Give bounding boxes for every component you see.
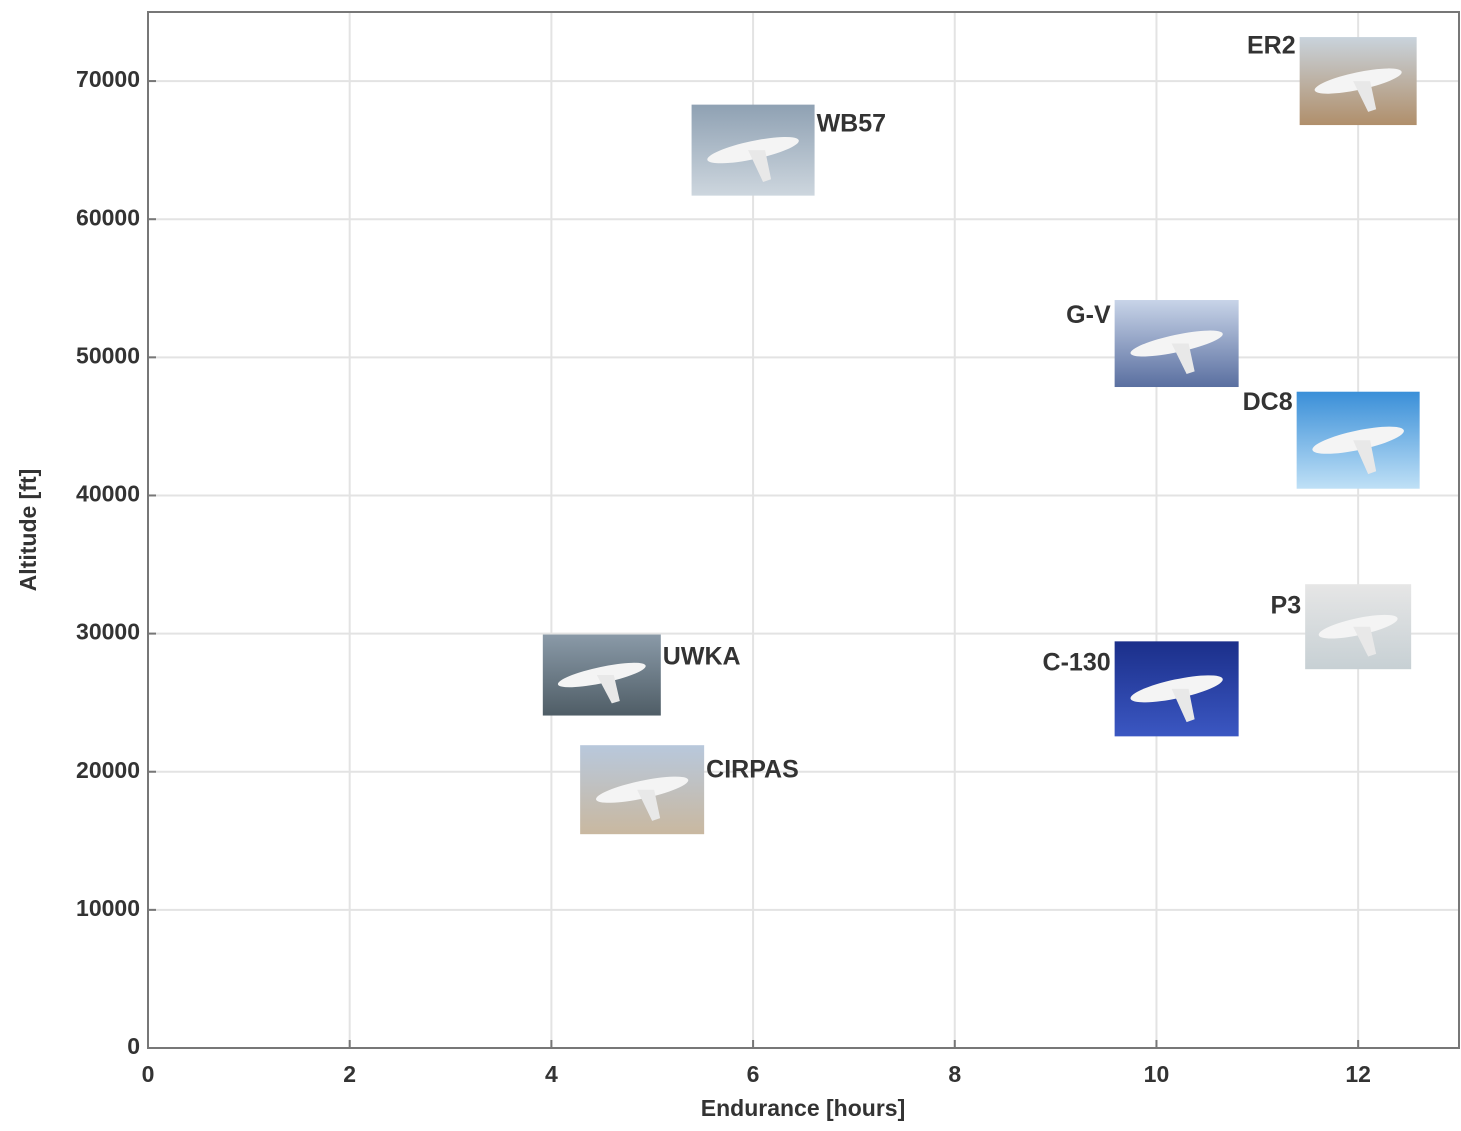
aircraft-marker [1300,37,1417,125]
x-tick-label: 2 [343,1061,356,1087]
point-label: C-130 [1043,648,1111,676]
aircraft-marker [1115,641,1239,736]
chart: Endurance [hours] Altitude [ft] 0 2 4 6 8 10 1… [0,0,1461,1131]
y-tick-label: 70000 [76,66,140,92]
aircraft-marker [692,105,815,196]
y-tick-label: 40000 [76,481,140,507]
x-axis-label: Endurance [hours] [701,1095,905,1121]
point-label: UWKA [663,643,741,671]
y-axis-label: Altitude [ft] [15,469,41,592]
y-tick-label: 60000 [76,204,140,230]
y-tick-label: 50000 [76,342,140,368]
y-tick-label: 0 [127,1033,140,1059]
point-label: WB57 [817,110,886,138]
x-tick-label: 6 [747,1061,760,1087]
x-tick-label: 8 [948,1061,961,1087]
point-label: G-V [1066,301,1111,329]
aircraft-marker [543,635,661,716]
x-tick-label: 0 [142,1061,155,1087]
point-label: CIRPAS [706,755,799,783]
y-tick-label: 30000 [76,619,140,645]
aircraft-marker [580,745,704,834]
aircraft-marker [1115,300,1239,387]
x-tick-label: 12 [1345,1061,1371,1087]
aircraft-marker [1305,584,1411,669]
x-tick-label: 4 [545,1061,558,1087]
y-tick-label: 10000 [76,895,140,921]
x-tick-label: 10 [1144,1061,1170,1087]
y-tick-label: 20000 [76,757,140,783]
page: Endurance [hours] Altitude [ft] 0 2 4 6 8 10 1… [0,0,1461,1131]
aircraft-marker [1297,392,1420,489]
point-label: ER2 [1247,32,1296,60]
point-label: P3 [1271,591,1302,619]
point-label: DC8 [1243,388,1293,416]
